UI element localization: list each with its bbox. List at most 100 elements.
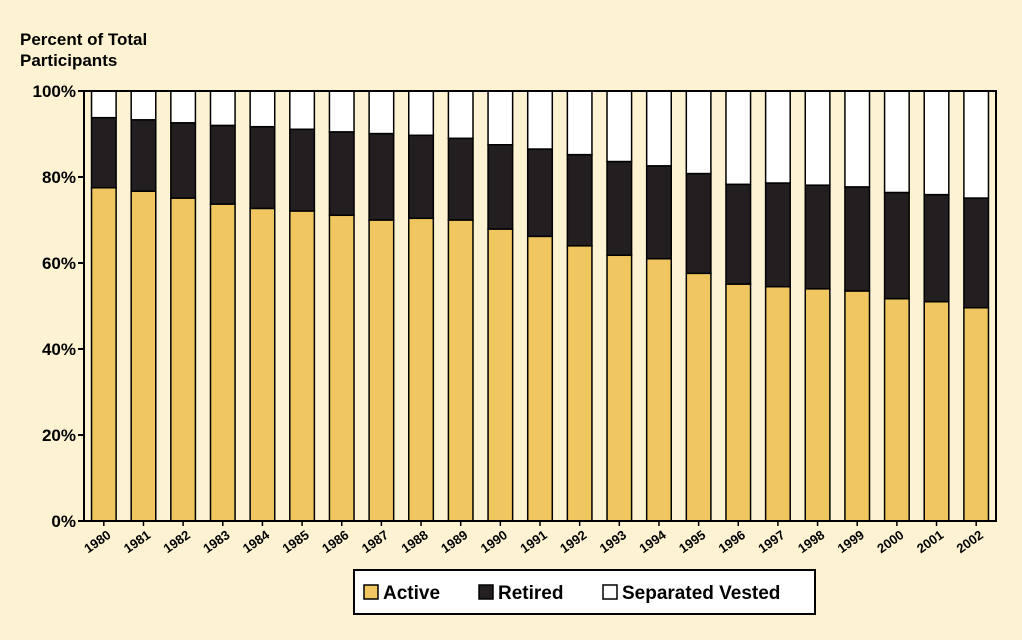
bar-active-1990 — [487, 228, 514, 522]
bar-retired-2000 — [883, 191, 910, 300]
x-tick-label: 1984 — [240, 527, 273, 556]
bar-retired-1994 — [645, 165, 672, 260]
x-tick-label: 1991 — [517, 527, 549, 556]
legend-swatch-active — [363, 584, 379, 600]
x-tick-label: 2002 — [954, 527, 986, 556]
bar-retired-1983 — [209, 124, 236, 205]
bar-active-1985 — [289, 210, 316, 522]
x-tick-label: 1994 — [636, 527, 669, 556]
x-tick-label: 1985 — [280, 527, 312, 556]
y-tick-label: 80% — [42, 168, 76, 187]
x-tick-label: 2000 — [874, 527, 906, 556]
bar-retired-2001 — [923, 193, 950, 303]
y-axis-title: Percent of Total Participants — [20, 30, 147, 70]
x-tick-label: 1988 — [398, 527, 430, 556]
bar-retired-1995 — [685, 172, 712, 275]
bar-separated-vested-1983 — [209, 90, 236, 127]
legend: Active Retired Separated Vested — [353, 569, 816, 615]
bar-retired-1991 — [526, 148, 554, 238]
bar-separated-vested-1988 — [408, 90, 435, 137]
bar-separated-vested-1994 — [645, 90, 672, 167]
legend-label-retired: Retired — [498, 583, 563, 604]
bar-active-1981 — [130, 190, 157, 522]
bar-retired-1990 — [487, 144, 514, 230]
bar-retired-1992 — [566, 153, 593, 247]
x-tick-label: 1980 — [81, 527, 113, 556]
x-tick-label: 1999 — [835, 527, 867, 556]
y-axis-ticks: 0% 20% 40% 60% 80% 100% — [33, 82, 84, 531]
x-tick-label: 1990 — [478, 527, 510, 556]
bars — [90, 90, 990, 522]
y-tick-label: 0% — [51, 512, 76, 531]
bar-active-2002 — [963, 306, 990, 522]
bar-retired-1986 — [328, 131, 355, 217]
bar-retired-1985 — [289, 128, 316, 212]
y-axis-title-line: Participants — [20, 51, 117, 70]
bar-separated-vested-1999 — [844, 90, 871, 188]
bar-active-1988 — [408, 217, 435, 522]
bar-separated-vested-1990 — [487, 90, 514, 146]
bar-active-1982 — [170, 197, 197, 522]
x-tick-label: 1992 — [557, 527, 589, 556]
bar-retired-1997 — [764, 182, 791, 288]
bar-separated-vested-1996 — [725, 90, 752, 186]
bar-separated-vested-2000 — [883, 90, 910, 194]
x-tick-label: 1993 — [597, 527, 629, 556]
legend-swatch-separated-vested — [602, 584, 618, 600]
bar-separated-vested-1980 — [90, 90, 117, 119]
bar-separated-vested-1997 — [764, 90, 791, 184]
bar-retired-2002 — [963, 197, 990, 309]
bar-retired-1999 — [844, 186, 871, 292]
legend-label-active: Active — [383, 583, 440, 604]
legend-label-separated-vested: Separated Vested — [622, 583, 780, 604]
y-tick-label: 60% — [42, 254, 76, 273]
bar-separated-vested-1995 — [685, 90, 712, 175]
bar-active-1994 — [645, 257, 672, 522]
bar-active-1993 — [606, 254, 633, 522]
bar-active-1986 — [328, 214, 355, 522]
bar-retired-1996 — [725, 183, 752, 285]
bar-separated-vested-1991 — [526, 90, 554, 150]
bar-active-1987 — [368, 219, 395, 522]
bar-active-1997 — [764, 285, 791, 522]
legend-swatch-retired — [478, 584, 494, 600]
bar-retired-1998 — [804, 184, 831, 290]
bar-active-1980 — [90, 187, 117, 522]
y-tick-label: 40% — [42, 340, 76, 359]
bar-active-1996 — [725, 283, 752, 522]
bar-active-1999 — [844, 290, 871, 522]
bar-active-1995 — [685, 272, 712, 522]
bar-separated-vested-1986 — [328, 90, 355, 133]
bar-active-1998 — [804, 288, 831, 522]
bar-active-1984 — [249, 207, 276, 522]
x-tick-label: 1995 — [676, 527, 708, 556]
x-tick-label: 2001 — [914, 527, 946, 556]
bar-separated-vested-1993 — [606, 90, 633, 163]
bar-retired-1982 — [170, 122, 197, 199]
bar-active-1989 — [447, 219, 474, 522]
bar-retired-1984 — [249, 125, 276, 210]
bar-separated-vested-1985 — [289, 90, 316, 131]
x-tick-label: 1982 — [161, 527, 193, 556]
bar-separated-vested-1998 — [804, 90, 831, 186]
y-tick-label: 20% — [42, 426, 76, 445]
bar-separated-vested-2002 — [963, 90, 990, 199]
x-tick-label: 1989 — [438, 527, 470, 556]
x-tick-label: 1987 — [359, 527, 391, 556]
bar-active-1992 — [566, 245, 593, 522]
bar-retired-1993 — [606, 160, 633, 257]
bar-separated-vested-1989 — [447, 90, 474, 140]
bar-retired-1988 — [408, 134, 435, 220]
bar-separated-vested-1981 — [130, 90, 157, 121]
x-tick-label: 1981 — [121, 527, 153, 556]
x-tick-label: 1983 — [200, 527, 232, 556]
bar-separated-vested-1984 — [249, 90, 276, 128]
bar-retired-1987 — [368, 132, 395, 221]
bar-active-2001 — [923, 300, 950, 522]
x-axis-ticks: 1980 1981 1982 1983 1984 1985 1986 1987 1988 1989… — [81, 521, 986, 556]
bar-active-1983 — [209, 203, 236, 522]
bar-separated-vested-1992 — [566, 90, 593, 156]
x-tick-label: 1998 — [795, 527, 827, 556]
legend-box — [353, 569, 816, 615]
